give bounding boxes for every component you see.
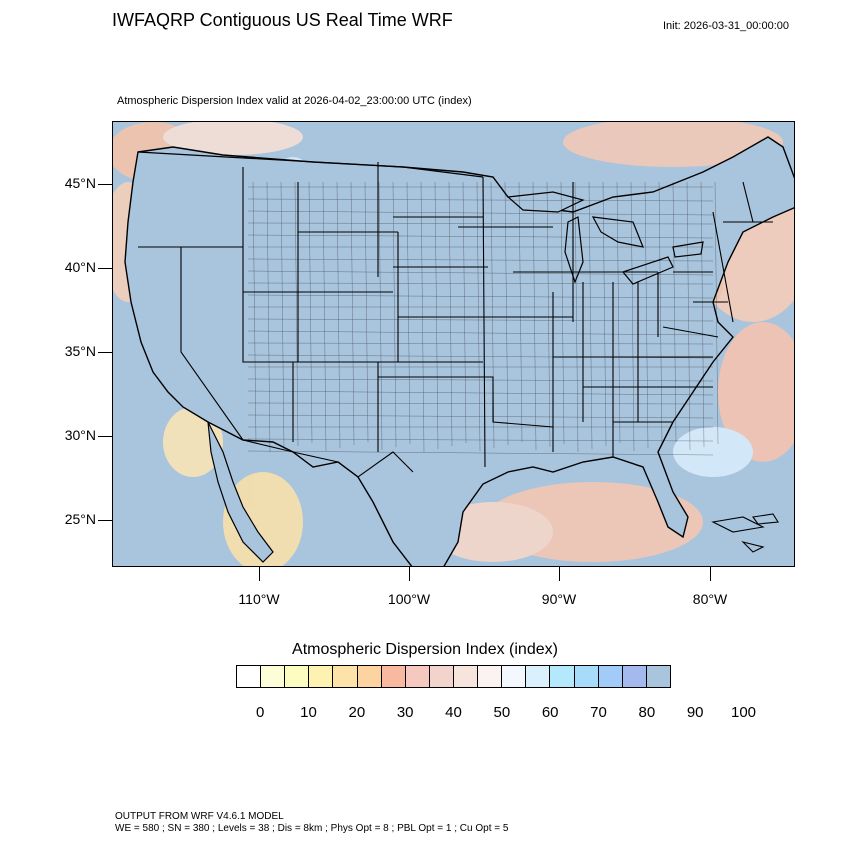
caribbean-islands bbox=[711, 513, 779, 553]
lat-tick bbox=[98, 436, 112, 437]
colorbar-swatch bbox=[478, 666, 503, 687]
canada-border bbox=[137, 151, 484, 178]
footer-config: WE = 580 ; SN = 380 ; Levels = 38 ; Dis … bbox=[115, 823, 509, 834]
lon-label-100w: 100°W bbox=[387, 591, 431, 607]
footer-model: OUTPUT FROM WRF V4.6.1 MODEL bbox=[115, 811, 284, 822]
colorbar-swatch bbox=[526, 666, 551, 687]
colorbar-swatch bbox=[381, 666, 406, 687]
colorbar-swatch bbox=[237, 666, 262, 687]
lat-label-25n: 25°N bbox=[64, 511, 96, 527]
colorbar-swatch bbox=[453, 666, 479, 687]
great-lakes bbox=[506, 191, 704, 285]
state-boundaries bbox=[138, 162, 773, 468]
colorbar-tick-label: 20 bbox=[348, 704, 366, 721]
lat-label-35n: 35°N bbox=[64, 343, 96, 359]
colorbar bbox=[236, 665, 671, 688]
lon-tick bbox=[409, 567, 410, 581]
lon-label-110w: 110°W bbox=[238, 591, 280, 607]
lon-tick bbox=[710, 567, 711, 581]
lat-tick bbox=[98, 520, 112, 521]
colorbar-tick-label: 70 bbox=[590, 704, 607, 721]
colorbar-swatch bbox=[333, 666, 358, 687]
colorbar-swatch bbox=[429, 666, 454, 687]
baja-peninsula bbox=[207, 421, 274, 563]
page-title: IWFAQRP Contiguous US Real Time WRF bbox=[112, 10, 453, 30]
lat-tick bbox=[98, 352, 112, 353]
mexico-border bbox=[242, 439, 414, 478]
map-canvas bbox=[113, 122, 794, 566]
colorbar-tick-label: 80 bbox=[638, 704, 656, 721]
colorbar-swatch bbox=[622, 666, 647, 687]
colorbar-tick-label: 10 bbox=[300, 704, 317, 721]
county-boundaries bbox=[247, 181, 719, 456]
lat-label-45n: 45°N bbox=[64, 175, 96, 191]
colorbar-title: Atmospheric Dispersion Index (index) bbox=[292, 641, 558, 658]
colorbar-tick-label: 100 bbox=[730, 704, 757, 721]
colorbar-swatch bbox=[285, 666, 310, 687]
map-panel bbox=[112, 121, 795, 567]
colorbar-tick-label: 30 bbox=[396, 704, 414, 721]
colorbar-swatch bbox=[550, 666, 575, 687]
colorbar-tick-label: 50 bbox=[493, 704, 511, 721]
lon-tick bbox=[559, 567, 560, 581]
colorbar-swatch bbox=[598, 666, 623, 687]
colorbar-swatch bbox=[309, 666, 334, 687]
init-time: Init: 2026-03-31_00:00:00 bbox=[663, 20, 789, 32]
colorbar-swatch bbox=[357, 666, 382, 687]
colorbar-tick-label: 90 bbox=[686, 704, 704, 721]
lat-tick bbox=[98, 184, 112, 185]
colorbar-swatch bbox=[646, 666, 670, 687]
colorbar-tick-label: 40 bbox=[445, 704, 462, 721]
lat-label-30n: 30°N bbox=[64, 427, 96, 443]
colorbar-tick-label: 60 bbox=[541, 704, 559, 721]
colorbar-swatch bbox=[502, 666, 527, 687]
colorbar-tick-label: 0 bbox=[255, 704, 265, 721]
lat-tick bbox=[98, 268, 112, 269]
colorbar-swatch bbox=[574, 666, 599, 687]
lat-label-40n: 40°N bbox=[64, 259, 96, 275]
lon-tick bbox=[259, 567, 260, 581]
colorbar-swatch bbox=[261, 666, 286, 687]
lon-label-80w: 80°W bbox=[692, 591, 728, 607]
colorbar-swatch bbox=[405, 666, 430, 687]
lon-label-90w: 90°W bbox=[541, 591, 577, 607]
plot-subtitle: Atmospheric Dispersion Index valid at 20… bbox=[117, 95, 472, 107]
